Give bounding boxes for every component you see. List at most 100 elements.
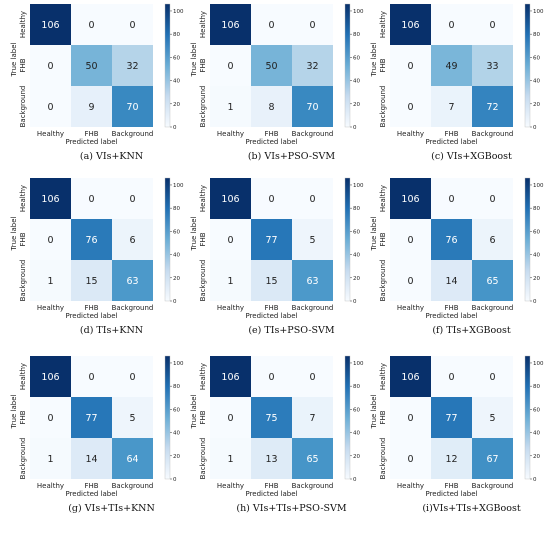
heatmap-cell [390,397,431,438]
colorbar [164,355,171,480]
cell-value-label: 0 [489,20,495,31]
y-tick-label: Healthy [19,11,27,38]
colorbar-tick-label: 20 [173,276,180,282]
heatmap-cell [292,219,333,260]
cell-value-label: 77 [85,413,97,424]
cell-value-label: 106 [221,194,239,205]
panel-caption: (a) VIs+KNN [80,151,143,162]
colorbar-tick-label: 100 [173,183,184,189]
cell-value-label: 0 [227,413,233,424]
heatmap-cell [390,438,431,479]
heatmap-cell [112,356,153,397]
x-tick-label: FHB [444,130,458,138]
y-tick-label: Healthy [379,11,387,38]
cell-value-label: 0 [489,194,495,205]
y-tick-label: Background [19,86,27,128]
colorbar-tick-label: 40 [173,431,180,437]
y-tick-label: Healthy [199,363,207,390]
x-tick-label: FHB [84,482,98,490]
x-tick-label: Healthy [397,304,424,312]
cell-value-label: 14 [445,276,457,287]
heatmap-cell [210,45,251,86]
colorbar-tick-label: 100 [533,183,544,189]
heatmap-cell [431,397,472,438]
colorbar-tick-label: 40 [353,431,360,437]
cell-value-label: 0 [407,413,413,424]
y-tick-label: Background [19,260,27,302]
heatmap-cell [251,397,292,438]
heatmap-cell [431,178,472,219]
heatmap-cell [71,438,112,479]
cell-value-label: 9 [88,102,94,113]
cell-value-label: 7 [448,102,454,113]
cell-value-label: 76 [85,235,97,246]
cell-value-label: 106 [221,372,239,383]
colorbar [344,3,351,128]
colorbar-tick-label: 20 [533,454,540,460]
heatmap-cell [390,45,431,86]
heatmap-cell [251,86,292,127]
colorbar-tick-label: 80 [173,384,180,390]
heatmap-cell [30,397,71,438]
colorbar-tick-label: 20 [533,102,540,108]
heatmap-cell [472,86,513,127]
y-tick-label: FHB [19,58,27,72]
heatmap-cell [71,219,112,260]
cell-value-label: 0 [268,372,274,383]
y-axis-label: True label [190,42,198,77]
cell-value-label: 0 [88,194,94,205]
heatmap-cell [390,260,431,301]
heatmap-cell [472,356,513,397]
cell-value-label: 0 [129,194,135,205]
heatmap-cell [431,356,472,397]
colorbar-tick-label: 100 [353,183,364,189]
cell-value-label: 32 [126,61,138,72]
panel-caption: (b) VIs+PSO-SVM [248,151,336,162]
colorbar-tick-label: 40 [353,253,360,259]
cell-value-label: 106 [41,20,59,31]
x-tick-label: Healthy [397,482,424,490]
panel-caption: (e) TIs+PSO-SVM [248,325,335,336]
x-tick-label: Background [292,304,334,312]
x-axis-label: Predicted label [425,312,477,320]
cell-value-label: 0 [47,61,53,72]
x-tick-label: Background [112,304,154,312]
colorbar-tick-label: 80 [533,384,540,390]
panel-caption: (i)VIs+TIs+XGBoost [422,503,520,514]
cell-value-label: 0 [88,372,94,383]
heatmap-cell [292,260,333,301]
cell-value-label: 65 [486,276,498,287]
heatmap-cell [431,260,472,301]
cell-value-label: 67 [486,454,498,465]
y-tick-label: Background [379,260,387,302]
colorbar-tick-label: 20 [353,102,360,108]
heatmap-cell [71,4,112,45]
heatmap-cell [30,45,71,86]
cell-value-label: 0 [448,194,454,205]
colorbar-tick-label: 60 [353,229,360,235]
cell-value-label: 76 [445,235,457,246]
heatmap-cell [30,260,71,301]
panel-caption: (g) VIs+TIs+KNN [68,503,155,514]
heatmap-cell [112,438,153,479]
heatmap-cell [431,438,472,479]
x-axis-label: Predicted label [245,490,297,498]
colorbar-tick-label: 100 [173,361,184,367]
cell-value-label: 13 [265,454,277,465]
heatmap-cell [210,397,251,438]
heatmap-cell [390,4,431,45]
heatmap-cell [71,356,112,397]
heatmap-cell [30,219,71,260]
colorbar-tick-label: 60 [173,229,180,235]
colorbar-tick-label: 100 [353,9,364,15]
y-tick-label: FHB [379,58,387,72]
colorbar-tick-label: 20 [533,276,540,282]
cell-value-label: 0 [407,276,413,287]
cell-value-label: 1 [227,276,233,287]
x-tick-label: Healthy [217,482,244,490]
heatmap-cell [472,219,513,260]
panel-caption: (d) TIs+KNN [80,325,143,336]
